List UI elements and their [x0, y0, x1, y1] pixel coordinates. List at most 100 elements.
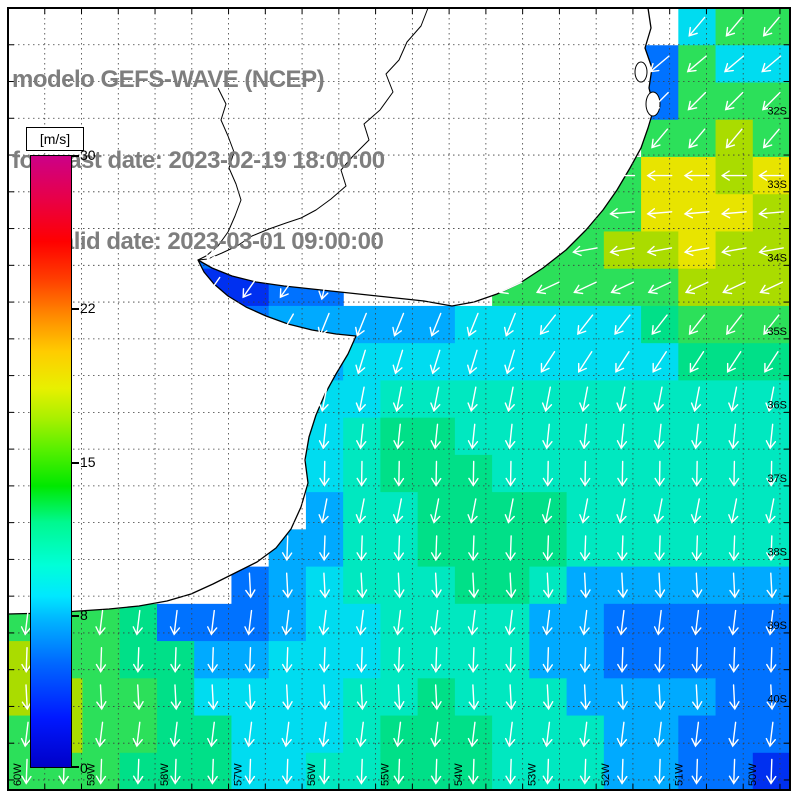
wind-direction-arrow — [654, 460, 665, 487]
wind-direction-arrow — [467, 721, 479, 748]
wind-direction-arrow — [356, 572, 368, 599]
wind-direction-arrow — [728, 758, 740, 785]
wind-direction-arrow — [758, 170, 785, 181]
wind-direction-arrow — [21, 647, 32, 673]
wind-direction-arrow — [468, 460, 479, 487]
wind-direction-arrow — [132, 721, 143, 748]
wind-direction-arrow — [355, 386, 366, 413]
wind-direction-arrow — [505, 758, 516, 785]
wind-direction-arrow — [467, 498, 478, 524]
wind-direction-arrow — [765, 721, 776, 748]
wind-direction-arrow — [580, 684, 591, 711]
wind-direction-arrow — [504, 349, 515, 375]
wind-direction-arrow — [691, 535, 702, 562]
coastline — [7, 7, 655, 615]
wind-direction-arrow — [720, 208, 747, 219]
wind-direction-arrow — [207, 609, 218, 636]
wind-direction-arrow — [720, 170, 747, 181]
latitude-label: 39S — [767, 620, 787, 632]
wind-direction-arrow — [654, 647, 665, 673]
wind-direction-arrow — [356, 684, 368, 711]
wind-direction-arrow — [579, 386, 590, 413]
valid-date-line: valid date: 2023-03-01 09:00:00 — [48, 228, 384, 255]
wind-direction-arrow — [170, 647, 181, 673]
wind-direction-arrow — [318, 349, 329, 375]
wind-direction-arrow — [654, 684, 666, 711]
wind-direction-arrow — [244, 647, 256, 673]
colorbar-tick-mark — [72, 155, 79, 157]
wind-direction-arrow — [764, 351, 779, 373]
wind-direction-arrow — [609, 170, 636, 181]
wind-direction-arrow — [170, 758, 181, 785]
wind-direction-arrow — [688, 314, 706, 336]
longitude-label: 58W — [159, 763, 171, 786]
wind-direction-arrow — [319, 572, 330, 599]
wind-direction-arrow — [687, 91, 707, 111]
wind-direction-arrow — [280, 238, 294, 263]
wind-direction-arrow — [394, 572, 405, 599]
wind-direction-arrow — [683, 170, 710, 181]
wind-direction-arrow — [319, 758, 330, 785]
wind-direction-arrow — [691, 609, 702, 636]
wind-direction-arrow — [617, 647, 628, 673]
wind-direction-arrow — [580, 572, 591, 599]
river-line — [197, 87, 242, 261]
latitude-label: 32S — [767, 105, 787, 117]
wind-direction-arrow — [761, 55, 782, 73]
wind-direction-arrow — [169, 721, 181, 748]
wind-direction-arrow — [766, 535, 777, 562]
wind-direction-arrow — [281, 721, 292, 748]
wind-direction-arrow — [691, 423, 702, 450]
wind-direction-arrow — [392, 349, 404, 375]
wind-direction-arrow — [653, 721, 665, 748]
wind-direction-arrow — [691, 758, 702, 785]
wind-direction-arrow — [691, 460, 703, 487]
wind-direction-arrow — [616, 721, 628, 748]
longitude-label: 51W — [674, 763, 686, 786]
wind-direction-arrow — [654, 758, 665, 785]
wind-direction-arrow — [728, 721, 739, 748]
wind-direction-arrow — [542, 609, 553, 636]
wind-direction-arrow — [571, 208, 598, 219]
wind-direction-arrow — [617, 572, 628, 599]
wind-direction-arrow — [542, 460, 554, 487]
wind-direction-arrow — [318, 274, 329, 301]
wind-direction-arrow — [765, 386, 776, 413]
latitude-label: 35S — [767, 326, 787, 338]
wind-direction-arrow — [392, 498, 404, 524]
wind-direction-arrow — [207, 684, 219, 711]
wind-direction-arrow — [393, 460, 405, 487]
wind-direction-arrow — [318, 423, 330, 450]
wind-direction-arrow — [504, 386, 515, 413]
wind-direction-arrow — [467, 349, 478, 375]
wind-direction-arrow — [541, 498, 553, 524]
wind-direction-arrow — [21, 684, 33, 711]
wind-direction-arrow — [205, 238, 219, 263]
wind-direction-arrow — [318, 609, 330, 636]
wind-direction-arrow — [646, 170, 673, 181]
wind-direction-arrow — [647, 281, 672, 295]
wind-direction-arrow — [393, 535, 405, 562]
wind-direction-arrow — [245, 684, 256, 711]
wind-direction-arrow — [616, 609, 628, 636]
wind-direction-arrow — [766, 684, 777, 711]
wind-direction-arrow — [393, 423, 404, 450]
forecast-date-line: forecast date: 2023-02-19 18:00:00 — [12, 147, 385, 174]
graticule-grid — [8, 8, 790, 790]
wind-direction-arrow — [686, 55, 707, 73]
wind-direction-arrow — [356, 535, 367, 562]
wind-direction-arrow — [579, 423, 590, 450]
latitude-label: 36S — [767, 399, 787, 411]
wind-direction-arrow — [95, 647, 107, 673]
wind-direction-arrow — [758, 208, 785, 219]
wind-direction-arrow — [468, 535, 479, 562]
longitude-label: 50W — [747, 763, 759, 786]
wind-direction-arrow — [280, 313, 294, 337]
wind-direction-arrow — [319, 647, 330, 673]
wind-direction-arrow — [725, 128, 743, 149]
wind-direction-arrow — [725, 16, 743, 37]
wind-direction-arrow — [758, 245, 784, 257]
wind-direction-arrow — [617, 758, 628, 785]
wind-direction-arrow — [430, 721, 441, 748]
wind-direction-arrow — [766, 647, 777, 673]
